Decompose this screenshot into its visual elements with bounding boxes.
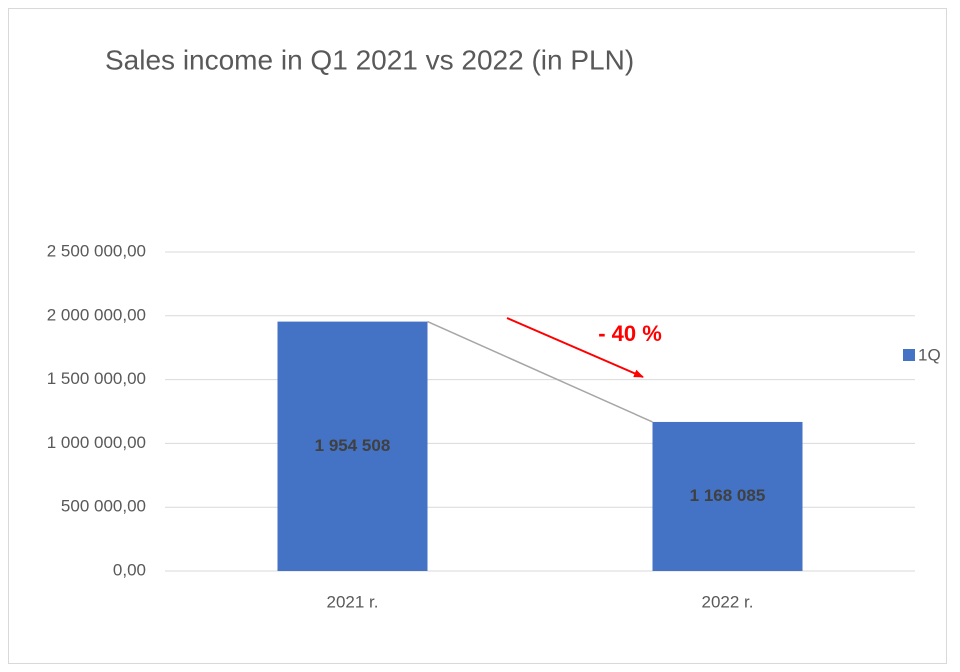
chart-title: Sales income in Q1 2021 vs 2022 (in PLN) [105,44,634,75]
bar [277,321,428,571]
legend-label: 1Q [918,345,941,364]
y-tick-label: 1 000 000,00 [47,433,146,452]
x-tick-label: 2022 r. [702,592,754,611]
y-tick-label: 2 500 000,00 [47,241,146,260]
y-tick-label: 1 500 000,00 [47,369,146,388]
bar [652,421,803,571]
legend-swatch [903,349,915,361]
data-label: 1 168 085 [690,486,766,505]
change-annotation: - 40 % [598,321,662,346]
data-label: 1 954 508 [315,436,391,455]
change-arrow [506,317,644,378]
y-tick-label: 2 000 000,00 [47,305,146,324]
chart-border [8,8,947,664]
y-tick-label: 0,00 [113,560,146,579]
connector-line [427,320,653,423]
x-tick-label: 2021 r. [327,592,379,611]
y-tick-label: 500 000,00 [61,497,146,516]
